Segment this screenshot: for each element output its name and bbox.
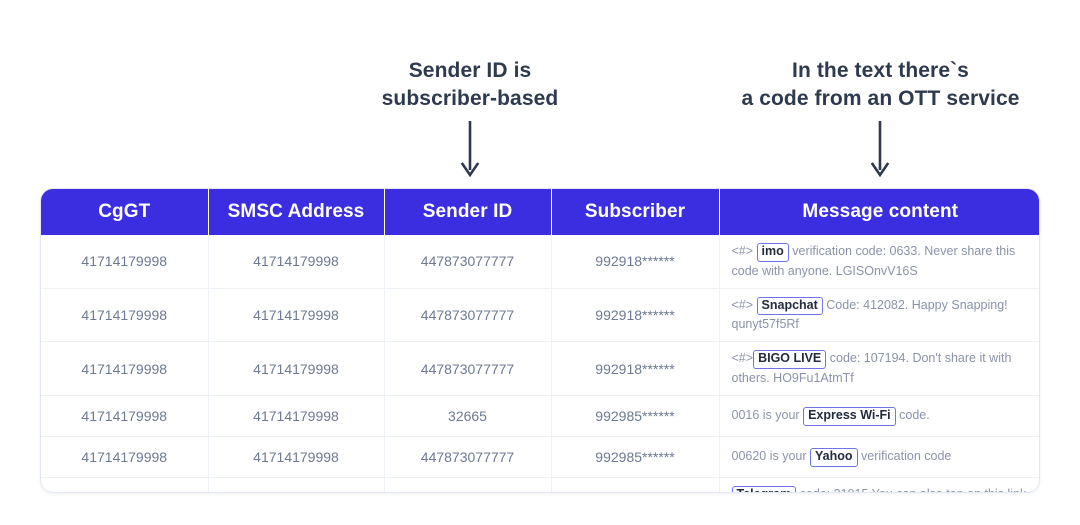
table-row[interactable]: 41714179998 41714179998 32665 992985****** 0… (41, 394, 1039, 437)
cell-sender-id: 447873077777 (384, 235, 552, 289)
table-row[interactable]: 41714179998 41714179998 447873077777 992918… (41, 287, 1039, 342)
cell-message-content: <#> Snapchat Code: 412082. Happy Snappin… (719, 287, 1039, 342)
message-text-after: Code: 412082. Happy Snapping! qunyt57f5R… (731, 297, 1008, 332)
cell-sender-id: 447873077777 (384, 341, 552, 396)
cell-smsc-address: 41714179998 (208, 341, 385, 396)
message-text-after: code. (895, 408, 930, 423)
arrow-down-icon (870, 121, 890, 178)
messages-table: CgGT SMSC Address Sender ID Subscriber M… (41, 189, 1039, 492)
annotation-left-line-2: subscriber-based (381, 87, 559, 111)
message-text-after: code: 107194. Don't share it with others… (731, 351, 1012, 385)
cell-subscriber: 992918****** (551, 235, 720, 289)
brand-tag: imo (756, 243, 789, 262)
cell-subscriber: 992985****** (551, 394, 720, 437)
cell-cggt: 41714179998 (41, 287, 209, 342)
cell-smsc-address: 41714179998 (208, 435, 385, 478)
brand-tag: Snapchat (756, 296, 823, 316)
message-text-after: code: 21915 You can also tap on this lin… (732, 487, 1027, 492)
cell-cggt: 41714179998 (41, 435, 209, 478)
cell-sender-id: 441157070400 (384, 476, 552, 492)
message-text-after: verification code (857, 449, 952, 464)
message-text-before: 0016 is your (731, 408, 804, 423)
cell-sender-id: 447873077777 (384, 287, 552, 342)
column-header-cggt[interactable]: CgGT (41, 189, 209, 235)
annotation-right-line-1: In the text there`s (792, 59, 969, 82)
brand-tag: Yahoo (810, 448, 858, 467)
message-text-before: <#> (731, 244, 757, 258)
message-text-before: <#> (731, 351, 754, 366)
message-text-before: 00620 is your (731, 449, 811, 464)
brand-tag: BIGO LIVE (753, 350, 827, 369)
cell-subscriber: 992918****** (551, 341, 720, 396)
cell-cggt: 41714179998 (41, 235, 209, 289)
cell-cggt: 41714179998 (41, 341, 209, 396)
cell-smsc-address: 41714179998 (208, 476, 385, 492)
table-row[interactable]: 4171417999841714179998441157070400992985… (41, 476, 1039, 492)
table-header-row: CgGT SMSC Address Sender ID Subscriber M… (41, 189, 1039, 235)
cell-message-content: Telegram code: 21915 You can also tap on… (719, 476, 1039, 492)
message-text-before: <#> (731, 297, 757, 312)
table-header: CgGT SMSC Address Sender ID Subscriber M… (41, 189, 1039, 235)
cell-smsc-address: 41714179998 (208, 235, 385, 289)
cell-message-content: <#> BIGO LIVE code: 107194. Don't share i… (719, 341, 1039, 396)
column-header-subscriber[interactable]: Subscriber (551, 189, 720, 235)
cell-smsc-address: 41714179998 (208, 394, 385, 437)
cell-message-content: 00620 is your Yahoo verification code (719, 435, 1039, 478)
cell-cggt: 41714179998 (41, 476, 209, 492)
cell-message-content: 0016 is your Express Wi-Fi code. (719, 394, 1039, 437)
brand-tag: Telegram (731, 485, 797, 492)
table-row[interactable]: 41714179998 41714179998 447873077777 992918… (41, 235, 1039, 289)
annotation-ott-code: In the text there`s a code from an OTT s… (718, 57, 1043, 113)
cell-message-content: <#> imo verification code: 0633. Never s… (719, 235, 1039, 288)
column-header-sender-id[interactable]: Sender ID (384, 189, 552, 235)
brand-tag: Express Wi-Fi (803, 407, 896, 426)
annotation-right-line-2: a code from an OTT service (741, 87, 1020, 111)
arrow-down-icon (460, 121, 480, 178)
table-row[interactable]: 41714179998 41714179998 447873077777 992985… (41, 435, 1039, 478)
column-header-message-content[interactable]: Message content (719, 189, 1039, 235)
cell-sender-id: 447873077777 (384, 435, 552, 478)
column-header-smsc-address[interactable]: SMSC Address (208, 189, 385, 235)
annotation-left-line-1: Sender ID is (408, 59, 532, 82)
messages-table-card: CgGT SMSC Address Sender ID Subscriber M… (40, 188, 1040, 493)
cell-subscriber: 992985****** (551, 476, 720, 492)
cell-subscriber: 992918****** (551, 287, 720, 342)
cell-sender-id: 32665 (384, 394, 552, 437)
cell-cggt: 41714179998 (41, 394, 209, 437)
annotation-sender-id: Sender ID is subscriber-based (330, 57, 610, 113)
cell-subscriber: 992985****** (551, 435, 720, 478)
cell-smsc-address: 41714179998 (208, 287, 385, 342)
table-row[interactable]: 41714179998 41714179998 447873077777 992918… (41, 341, 1039, 396)
message-text-after: verification code: 0633. Never share thi… (731, 244, 1016, 278)
table-body: 41714179998 41714179998 447873077777 992918… (41, 235, 1039, 492)
